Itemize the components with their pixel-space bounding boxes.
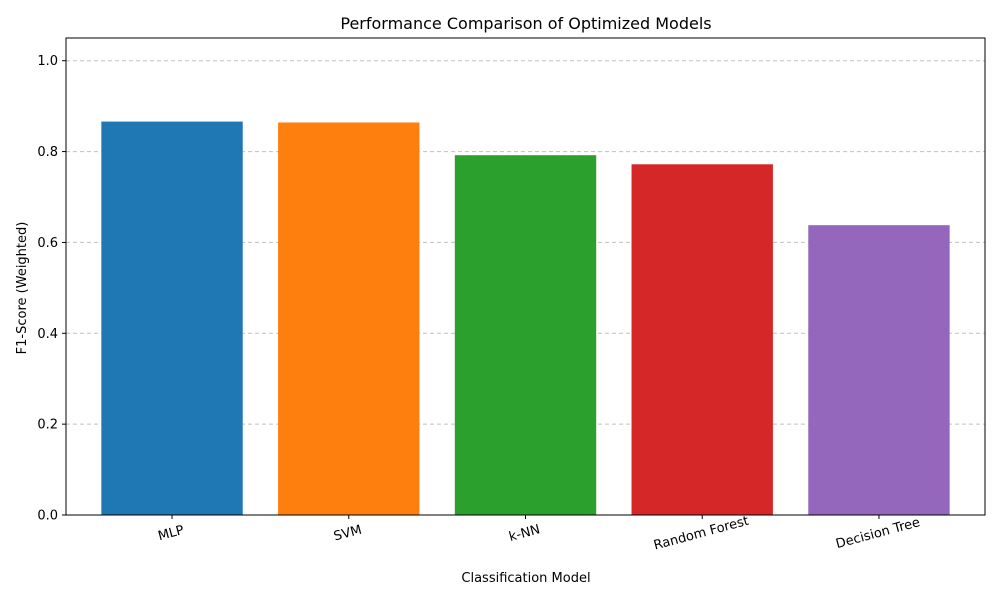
y-axis-ticks: 0.0 0.2 0.4 0.6 0.8 1.0 bbox=[37, 54, 66, 524]
y-tick-label: 0.6 bbox=[37, 236, 58, 251]
y-tick-label: 0.4 bbox=[37, 327, 58, 342]
y-tick-label: 0.8 bbox=[37, 145, 58, 160]
y-tick-label: 0.0 bbox=[37, 509, 58, 524]
x-axis-label: Classification Model bbox=[461, 571, 590, 586]
bar-random-forest bbox=[631, 164, 773, 515]
bar-k-nn bbox=[454, 155, 597, 515]
bar-svm bbox=[278, 122, 420, 516]
bar-decision-tree bbox=[808, 225, 950, 515]
bar-mlp bbox=[101, 121, 243, 516]
y-tick-label: 1.0 bbox=[37, 54, 58, 69]
x-tick-label: MLP bbox=[156, 523, 185, 544]
bars bbox=[101, 121, 950, 516]
y-tick-label: 0.2 bbox=[37, 418, 58, 433]
chart-title: Performance Comparison of Optimized Mode… bbox=[340, 14, 711, 33]
y-axis-label: F1-Score (Weighted) bbox=[15, 222, 30, 355]
x-tick-label: SVM bbox=[332, 523, 363, 545]
